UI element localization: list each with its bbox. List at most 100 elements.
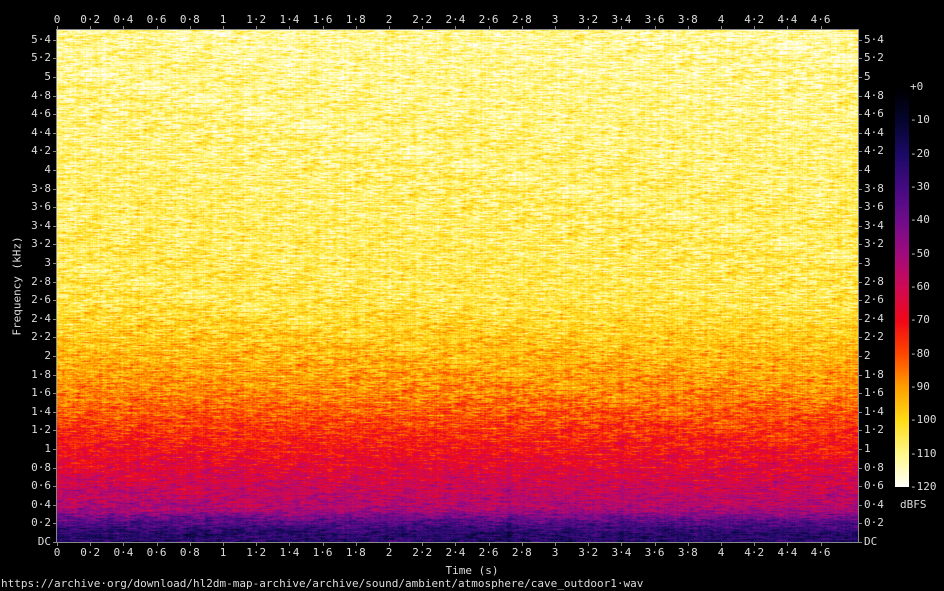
y-tick-mark — [858, 430, 862, 432]
y-tick-label-left: 2 — [44, 349, 51, 362]
y-tick-label-left: 5·4 — [31, 32, 51, 46]
y-tick-label-left: 1 — [44, 442, 51, 455]
x-tick-label-bottom: 3·8 — [677, 546, 698, 559]
x-tick-label-bottom: 4 — [717, 546, 725, 559]
x-axis-label: Time (s) — [445, 564, 499, 577]
y-tick-mark — [858, 411, 862, 413]
y-tick-mark — [53, 411, 57, 413]
y-tick-mark — [53, 523, 57, 525]
y-tick-mark — [53, 244, 57, 246]
x-tick-mark — [223, 26, 224, 30]
x-tick-mark — [455, 26, 457, 30]
y-tick-mark — [53, 39, 57, 41]
x-tick-mark — [754, 542, 756, 546]
x-tick-label-top: 2·8 — [511, 13, 532, 26]
x-tick-label-bottom: 0·8 — [179, 546, 200, 559]
y-tick-label-right: 4·6 — [864, 107, 884, 121]
y-tick-label-left: 1·4 — [31, 404, 51, 418]
x-tick-mark — [488, 542, 490, 546]
x-tick-label-top: 1 — [219, 13, 227, 26]
spectrogram-plot — [57, 30, 858, 542]
y-tick-label-right: 5·2 — [864, 51, 884, 65]
y-tick-mark — [53, 393, 57, 395]
x-tick-mark — [721, 542, 722, 546]
x-tick-label-bottom: 4·6 — [810, 546, 831, 559]
x-tick-label-bottom: 3 — [551, 546, 559, 559]
x-tick-mark — [322, 542, 324, 546]
y-tick-label-left: 1·8 — [31, 367, 51, 381]
x-tick-label-bottom: 1·4 — [279, 546, 300, 559]
x-tick-mark — [389, 542, 390, 546]
y-tick-label-right: 2·8 — [864, 274, 884, 288]
x-tick-mark — [123, 26, 125, 30]
y-tick-mark — [858, 467, 862, 469]
y-tick-mark — [53, 300, 57, 302]
x-tick-label-top: 1·2 — [246, 13, 267, 26]
y-tick-label-left: 2·2 — [31, 330, 51, 344]
x-tick-label-bottom: 1·8 — [345, 546, 366, 559]
x-tick-label-bottom: 4·2 — [744, 546, 765, 559]
y-tick-label-right: 2 — [864, 349, 871, 362]
y-tick-label-left: 3·8 — [31, 181, 51, 195]
y-tick-label-right: 1·8 — [864, 367, 884, 381]
y-tick-mark — [858, 504, 862, 506]
y-tick-mark — [858, 318, 862, 320]
x-tick-label-bottom: 2·8 — [511, 546, 532, 559]
y-tick-label-right: 1·2 — [864, 423, 884, 437]
y-tick-mark — [858, 188, 862, 190]
x-tick-label-top: 1·4 — [279, 13, 300, 26]
y-tick-mark — [858, 356, 862, 357]
y-tick-label-right: 1 — [864, 442, 871, 455]
y-tick-label-left: 5 — [44, 70, 51, 83]
x-tick-label-bottom: 4·4 — [777, 546, 798, 559]
y-tick-mark — [858, 132, 862, 134]
y-tick-label-left: 1·6 — [31, 386, 51, 400]
x-tick-mark — [820, 542, 822, 546]
y-tick-label-left: DC — [37, 535, 51, 548]
x-tick-label-bottom: 0·2 — [80, 546, 101, 559]
x-tick-label-bottom: 0·4 — [113, 546, 134, 559]
x-tick-label-top: 4 — [717, 13, 725, 26]
x-tick-label-bottom: 2·6 — [478, 546, 499, 559]
x-tick-label-top: 3·6 — [644, 13, 665, 26]
x-tick-mark — [488, 26, 490, 30]
x-tick-label-top: 0·4 — [113, 13, 134, 26]
y-tick-mark — [53, 77, 57, 78]
x-tick-label-bottom: 3·6 — [644, 546, 665, 559]
x-tick-label-bottom: 0 — [53, 546, 61, 559]
x-tick-mark — [189, 26, 191, 30]
y-tick-label-right: 0·4 — [864, 497, 884, 511]
y-tick-mark — [53, 170, 57, 171]
y-tick-mark — [53, 58, 57, 60]
x-tick-mark — [289, 542, 291, 546]
x-tick-mark — [355, 26, 357, 30]
x-tick-label-top: 2·6 — [478, 13, 499, 26]
y-tick-label-right: 3·6 — [864, 200, 884, 214]
y-tick-mark — [53, 337, 57, 339]
y-tick-mark — [858, 225, 862, 227]
x-tick-mark — [223, 542, 224, 546]
y-tick-label-right: 3 — [864, 256, 871, 269]
y-tick-mark — [53, 95, 57, 97]
x-tick-label-top: 4·6 — [810, 13, 831, 26]
y-tick-label-left: 0·4 — [31, 497, 51, 511]
y-tick-label-left: 5·2 — [31, 51, 51, 65]
y-tick-label-left: 2·6 — [31, 293, 51, 307]
colorbar-tick-label: -40 — [910, 213, 930, 227]
y-tick-mark — [53, 114, 57, 116]
y-tick-mark — [858, 114, 862, 116]
y-tick-label-right: 1·6 — [864, 386, 884, 400]
x-tick-label-top: 2 — [385, 13, 393, 26]
x-tick-label-top: 3·8 — [677, 13, 698, 26]
y-tick-mark — [858, 263, 862, 264]
y-tick-mark — [53, 132, 57, 134]
y-tick-label-left: 4·2 — [31, 144, 51, 158]
colorbar-tick-label: -30 — [910, 180, 930, 193]
y-tick-mark — [858, 151, 862, 153]
y-tick-mark — [858, 300, 862, 302]
x-tick-mark — [521, 542, 523, 546]
y-tick-label-left: 2·4 — [31, 311, 51, 325]
y-tick-mark — [858, 337, 862, 339]
y-tick-mark — [858, 77, 862, 78]
y-tick-mark — [858, 281, 862, 283]
